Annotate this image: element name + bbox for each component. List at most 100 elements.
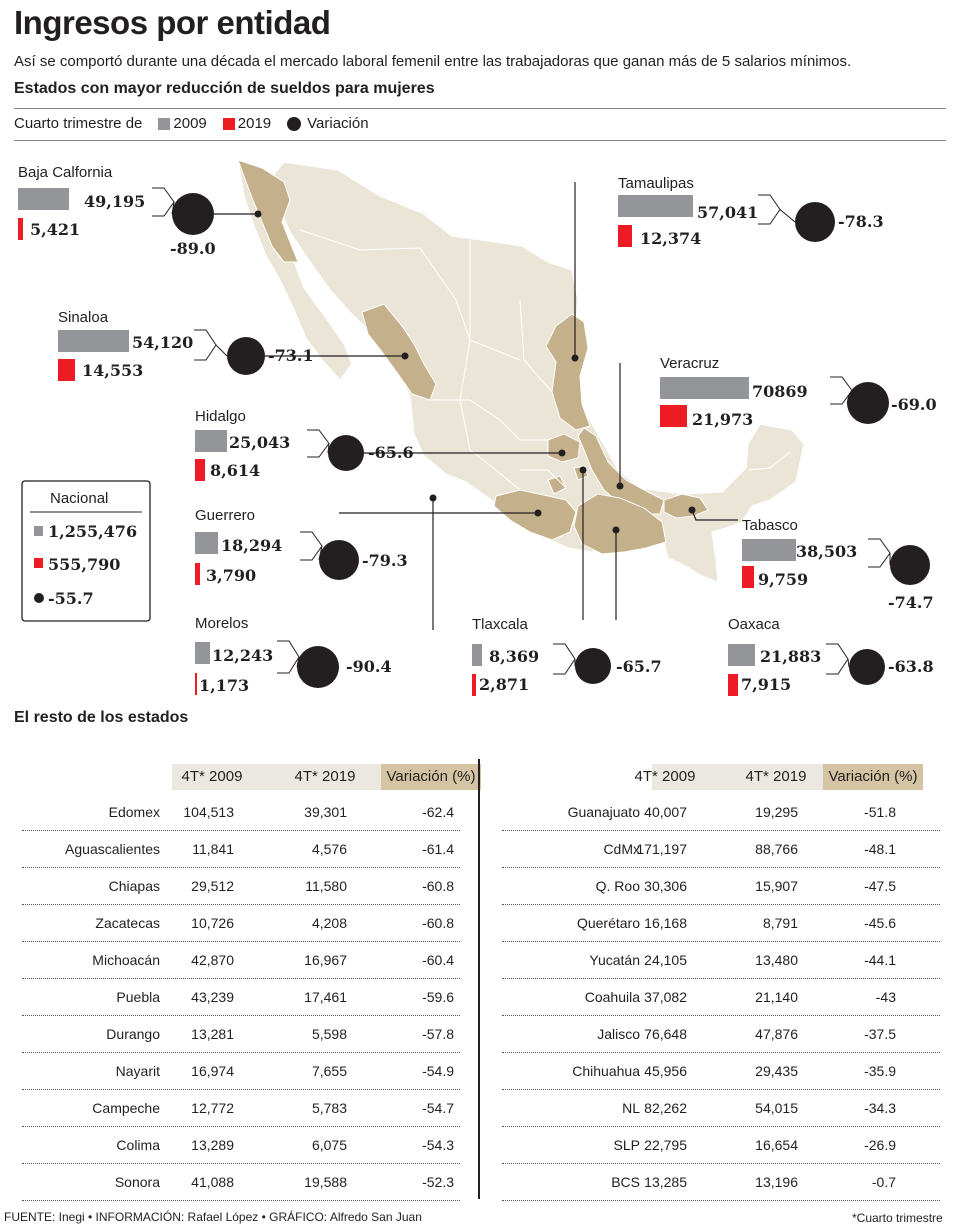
variation-circle-oaxaca (849, 649, 885, 685)
table-cell-2009: 40,007 (644, 804, 687, 820)
bar-2009-baja-calfornia (18, 188, 69, 210)
bar-2009-hidalgo (195, 430, 227, 452)
nacional-value-2009: 1,255,476 (48, 522, 137, 541)
variation-circle-tamaulipas (795, 202, 835, 242)
value-2009-tamaulipas: 57,041 (697, 203, 758, 222)
bar-2019-sinaloa (58, 359, 75, 381)
row-divider (502, 1052, 940, 1053)
table-cell-2019: 4,576 (311, 841, 347, 857)
leader-dot-guerrero (534, 509, 542, 517)
table-row: Zacatecas 10,726 4,208 -60.8 (22, 905, 460, 942)
table-cell-2019: 6,075 (311, 1137, 347, 1153)
footer-source: FUENTE: Inegi • INFORMACIÓN: Rafael Lópe… (4, 1210, 422, 1224)
row-divider (22, 1089, 460, 1090)
legend-label-2019: 2019 (237, 115, 272, 132)
legend-swatch-2009 (158, 117, 171, 130)
variation-circle-hidalgo (328, 435, 364, 471)
table-cell-state: Durango (106, 1026, 160, 1042)
table-cell-state: CdMx (603, 841, 640, 857)
legend-swatch-2019 (222, 117, 235, 130)
leader-dot-tlaxcala (579, 466, 587, 474)
table-cell-2009: 16,168 (644, 915, 687, 931)
table-header-variacion: Variación (%) (381, 764, 481, 790)
table-row: CdMx 171,197 88,766 -48.1 (502, 831, 940, 868)
table-row: Campeche 12,772 5,783 -54.7 (22, 1090, 460, 1127)
table-row: Nayarit 16,974 7,655 -54.9 (22, 1053, 460, 1090)
table-cell-state: Yucatán (589, 952, 640, 968)
table-cell-2009: 12,772 (191, 1100, 234, 1116)
table-row: Yucatán 24,105 13,480 -44.1 (502, 942, 940, 979)
table-cell-variacion: -0.7 (871, 1174, 896, 1190)
bar-2019-guerrero (195, 563, 200, 585)
bar-2019-morelos (195, 673, 197, 695)
table-cell-2009: 24,105 (644, 952, 687, 968)
variation-circle-tabasco (890, 545, 930, 585)
table-cell-2009: 45,956 (644, 1063, 687, 1079)
value-2009-tlaxcala: 8,369 (489, 647, 539, 666)
table-cell-2019: 29,435 (755, 1063, 798, 1079)
connector-tamaulipas (758, 194, 781, 225)
nacional-swatch-2009 (34, 526, 43, 536)
bar-2009-veracruz (660, 377, 749, 399)
bar-2009-tabasco (742, 539, 796, 561)
leader-line-tabasco (691, 509, 738, 521)
leader-dot-baja-calfornia (254, 210, 262, 218)
value-2009-hidalgo: 25,043 (229, 433, 290, 452)
table-cell-state: Jalisco (597, 1026, 640, 1042)
bar-2019-tamaulipas (618, 225, 632, 247)
table-row: Querétaro 16,168 8,791 -45.6 (502, 905, 940, 942)
row-divider (22, 1200, 460, 1201)
table-cell-variacion: -54.3 (422, 1137, 454, 1153)
table-cell-variacion: -51.8 (864, 804, 896, 820)
table-cell-variacion: -54.9 (422, 1063, 454, 1079)
footer-note: *Cuarto trimestre (852, 1211, 943, 1225)
table-cell-state: Zacatecas (95, 915, 160, 931)
table-cell-2019: 15,907 (755, 878, 798, 894)
legend: Cuarto trimestre de 2009 2019 Variación (14, 115, 369, 132)
table-cell-2019: 17,461 (304, 989, 347, 1005)
page-subtitle: Así se comportó durante una década el me… (14, 53, 852, 70)
table-cell-state: Coahuila (584, 989, 640, 1005)
value-2019-tabasco: 9,759 (758, 570, 808, 589)
bar-2019-oaxaca (728, 674, 738, 696)
row-divider (502, 830, 940, 831)
table-cell-2019: 11,580 (305, 878, 347, 894)
legend-label-2009: 2009 (173, 115, 207, 132)
table-cell-variacion: -44.1 (864, 952, 896, 968)
value-2019-hidalgo: 8,614 (210, 461, 260, 480)
map-oaxaca (573, 493, 667, 555)
connector-tlaxcala (553, 643, 576, 675)
table-cell-variacion: -61.4 (422, 841, 454, 857)
row-divider (22, 830, 460, 831)
connector-guerrero (300, 531, 323, 561)
table-cell-2019: 5,598 (311, 1026, 347, 1042)
bar-2009-oaxaca (728, 644, 755, 666)
table-cell-state: Q. Roo (595, 878, 640, 894)
nacional-box: Nacional 1,255,476 555,790 -55.7 (21, 480, 151, 622)
table-cell-state: Nayarit (115, 1063, 160, 1079)
leader-dot-tabasco (688, 506, 696, 514)
table-cell-variacion: -48.1 (864, 841, 896, 857)
bar-2019-baja-calfornia (18, 218, 23, 240)
table-cell-state: Michoacán (92, 952, 160, 968)
value-2009-tabasco: 38,503 (796, 542, 857, 561)
map-sinaloa (361, 303, 437, 401)
table-cell-2009: 16,974 (191, 1063, 234, 1079)
table-cell-2009: 10,726 (191, 915, 234, 931)
value-2009-veracruz: 70869 (752, 382, 808, 401)
table-row: Chihuahua 45,956 29,435 -35.9 (502, 1053, 940, 1090)
bar-2009-morelos (195, 642, 210, 664)
value-2019-sinaloa: 14,553 (82, 361, 143, 380)
table-cell-state: Guanajuato (567, 804, 640, 820)
variation-value-morelos: -90.4 (346, 657, 392, 676)
table-row: Sonora 41,088 19,588 -52.3 (22, 1164, 460, 1201)
variation-circle-tlaxcala (575, 648, 611, 684)
table-cell-variacion: -57.8 (422, 1026, 454, 1042)
table-row: Edomex 104,513 39,301 -62.4 (22, 794, 460, 831)
connector-sinaloa (215, 344, 228, 357)
table-cell-variacion: -35.9 (864, 1063, 896, 1079)
connector-morelos (277, 640, 300, 674)
state-label-tamaulipas: Tamaulipas (618, 175, 694, 192)
row-divider (502, 867, 940, 868)
section-title: Estados con mayor reducción de sueldos p… (14, 80, 435, 97)
